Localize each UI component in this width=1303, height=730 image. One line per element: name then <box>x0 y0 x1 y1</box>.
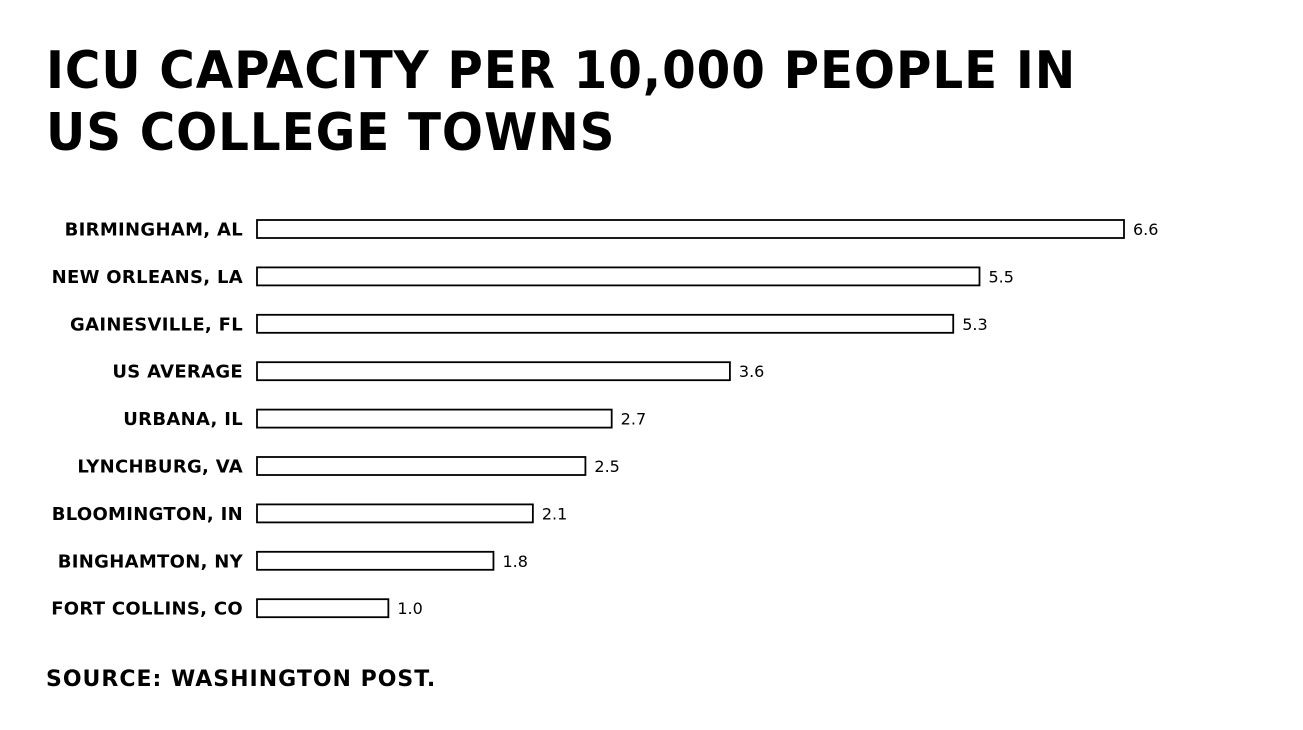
value-label: 6.6 <box>1133 220 1158 239</box>
bar <box>256 550 495 571</box>
bar <box>256 219 1125 239</box>
category-label: BIRMINGHAM, AL <box>65 220 243 241</box>
source-note: SOURCE: WASHINGTON POST. <box>46 667 437 692</box>
category-label: GAINESVILLE, FL <box>70 314 243 335</box>
bar <box>256 266 981 287</box>
category-label: BLOOMINGTON, IN <box>52 504 243 525</box>
category-label: BINGHAMTON, NY <box>58 551 244 572</box>
value-label: 3.6 <box>739 362 764 381</box>
bar <box>256 361 731 382</box>
bar <box>256 408 613 429</box>
category-label: LYNCHBURG, VA <box>77 457 243 478</box>
bar <box>256 598 390 619</box>
value-label: 5.5 <box>989 267 1014 286</box>
bar <box>256 313 955 334</box>
chart-title: ICU CAPACITY PER 10,000 PEOPLE IN US COL… <box>46 41 1077 163</box>
value-label: 5.3 <box>962 315 987 334</box>
category-label: US AVERAGE <box>112 362 243 383</box>
category-label: URBANA, IL <box>123 409 243 430</box>
value-label: 2.7 <box>621 410 646 429</box>
value-label: 1.8 <box>502 552 527 571</box>
value-label: 2.1 <box>542 504 567 523</box>
category-label: NEW ORLEANS, LA <box>52 267 243 288</box>
bar <box>256 456 587 476</box>
value-label: 2.5 <box>594 457 619 476</box>
category-label: FORT COLLINS, CO <box>51 599 243 620</box>
bar <box>256 503 534 524</box>
value-label: 1.0 <box>397 599 422 618</box>
